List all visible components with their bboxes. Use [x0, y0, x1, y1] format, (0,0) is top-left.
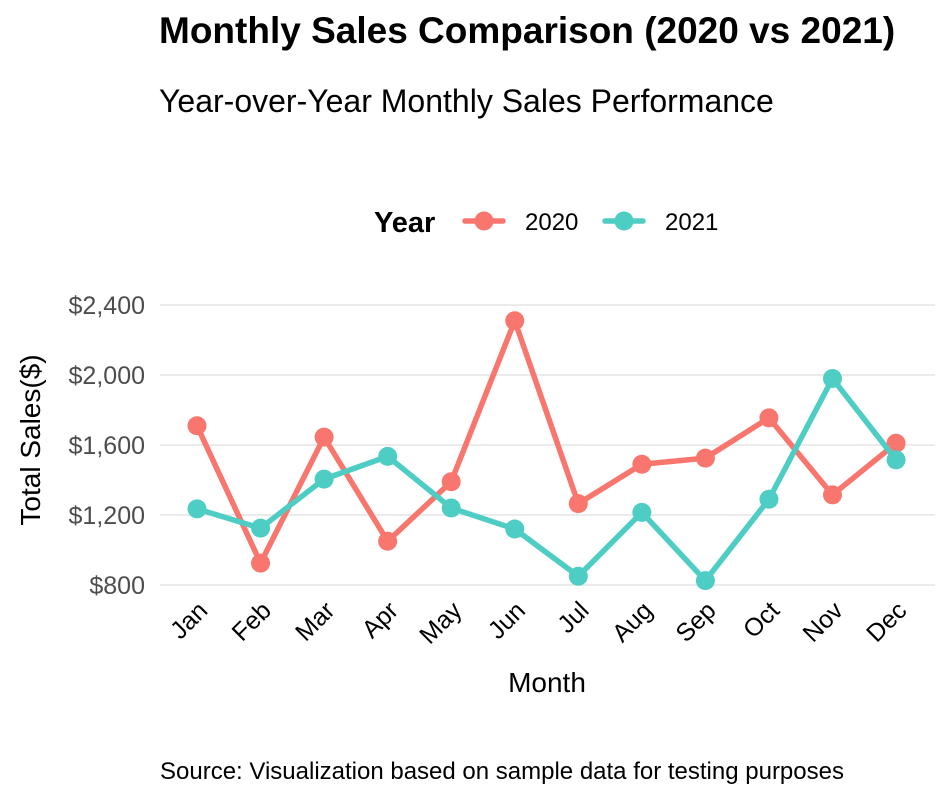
y-tick-label: $2,400: [69, 292, 145, 320]
x-tick-label: Aug: [607, 596, 658, 647]
data-point-2020: [505, 311, 525, 331]
x-tick-label: Jun: [483, 596, 531, 644]
data-point-2021: [378, 446, 398, 466]
y-axis: $800 $1,200 $1,600 $2,000 $2,400: [69, 292, 145, 600]
data-point-2020: [823, 485, 842, 505]
chart-caption: Source: Visualization based on sample da…: [160, 758, 844, 785]
data-point-2020: [187, 416, 207, 436]
chart-subtitle: Year-over-Year Monthly Sales Performance: [159, 83, 774, 119]
legend-label: 2020: [525, 209, 578, 236]
data-point-2021: [441, 498, 461, 518]
legend-label: 2021: [665, 209, 718, 236]
x-tick-label: Nov: [797, 596, 849, 648]
legend-key-point: [614, 211, 634, 231]
data-point-2021: [759, 489, 779, 509]
x-tick-label: Apr: [357, 596, 404, 643]
data-point-2021: [632, 502, 652, 522]
data-point-2021: [823, 369, 842, 388]
x-tick-label: May: [414, 596, 468, 650]
data-point-2021: [568, 566, 588, 586]
data-point-2021: [886, 450, 906, 470]
data-point-2021: [187, 499, 207, 519]
data-point-2020: [568, 494, 588, 514]
data-point-2020: [378, 531, 398, 551]
y-tick-label: $1,600: [69, 432, 145, 460]
data-point-2020: [759, 408, 779, 428]
data-point-2021: [314, 469, 334, 489]
y-axis-label: Total Sales($): [15, 354, 46, 525]
data-point-2020: [886, 433, 906, 453]
y-tick-label: $2,000: [69, 362, 145, 390]
legend-key-point: [474, 211, 494, 231]
x-tick-label: Dec: [861, 596, 912, 647]
gridlines: [160, 304, 935, 586]
y-tick-label: $800: [89, 572, 145, 600]
legend: Year 2020 2021: [374, 207, 718, 239]
x-tick-label: Jul: [552, 596, 594, 638]
y-tick-label: $1,200: [69, 502, 145, 530]
series-layer: [187, 311, 906, 591]
data-point-2020: [314, 427, 334, 447]
x-tick-label: Mar: [290, 596, 340, 646]
chart-title: Monthly Sales Comparison (2020 vs 2021): [159, 10, 896, 51]
x-tick-label: Feb: [227, 596, 277, 646]
data-point-2021: [251, 518, 271, 538]
data-point-2020: [632, 454, 652, 474]
data-point-2020: [251, 553, 271, 573]
x-axis: Jan Feb Mar Apr May Jun Jul Aug Sep Oct Nov Dec: [165, 596, 912, 650]
legend-title: Year: [374, 207, 435, 239]
data-point-2020: [695, 448, 715, 468]
x-tick-label: Sep: [670, 596, 721, 647]
x-axis-label: Month: [508, 667, 586, 698]
x-tick-label: Jan: [165, 596, 213, 644]
series-line-2021: [194, 375, 899, 584]
data-point-2020: [441, 472, 461, 492]
data-point-2021: [695, 571, 715, 591]
x-tick-label: Oct: [738, 596, 785, 643]
data-point-2021: [505, 519, 525, 539]
series-line-2020: [194, 318, 899, 566]
